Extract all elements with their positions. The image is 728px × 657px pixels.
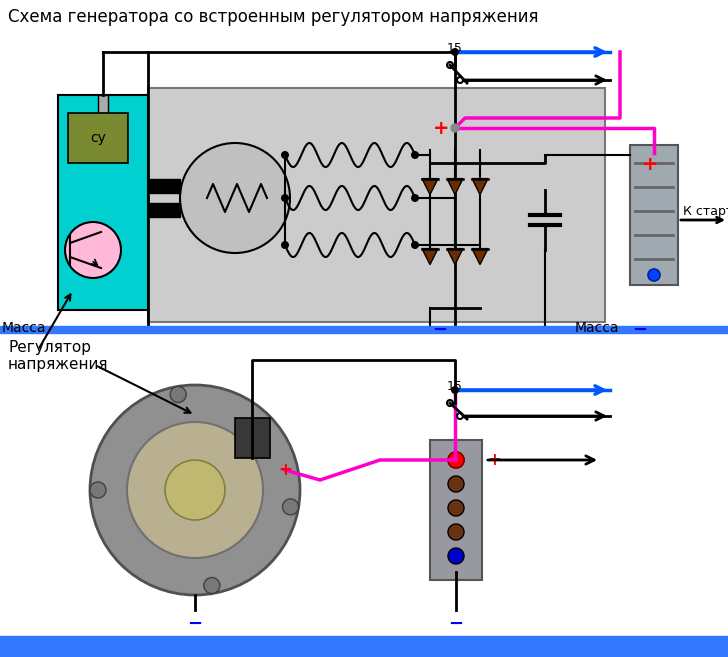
Text: +: +	[432, 118, 449, 137]
Text: +: +	[487, 451, 501, 469]
Circle shape	[90, 482, 106, 498]
Circle shape	[448, 452, 464, 468]
Circle shape	[281, 241, 289, 249]
Circle shape	[457, 413, 463, 419]
Circle shape	[411, 151, 419, 159]
Circle shape	[170, 386, 186, 403]
Text: су: су	[90, 131, 106, 145]
Circle shape	[180, 143, 290, 253]
Text: −: −	[432, 321, 448, 339]
Text: К стартеру: К стартеру	[683, 205, 728, 218]
Circle shape	[282, 499, 298, 515]
Text: Регулятор
напряжения: Регулятор напряжения	[8, 340, 108, 373]
Text: −: −	[448, 615, 464, 633]
Bar	[68, 113, 128, 163]
Circle shape	[448, 524, 464, 540]
Circle shape	[451, 48, 459, 56]
Text: Схема генератора со встроенным регулятором напряжения: Схема генератора со встроенным регулятор…	[8, 8, 539, 26]
Polygon shape	[472, 248, 488, 265]
Circle shape	[447, 400, 453, 406]
Circle shape	[281, 151, 289, 159]
Polygon shape	[472, 179, 488, 194]
Circle shape	[447, 62, 453, 68]
Bar	[98, 95, 108, 113]
Circle shape	[448, 548, 464, 564]
Polygon shape	[422, 179, 438, 194]
Text: −: −	[632, 321, 647, 339]
Bar	[148, 88, 605, 322]
Circle shape	[457, 77, 463, 83]
Circle shape	[448, 476, 464, 492]
Circle shape	[65, 222, 121, 278]
Polygon shape	[422, 248, 438, 265]
Circle shape	[411, 194, 419, 202]
Text: 15: 15	[447, 42, 463, 55]
Bar	[0, 645, 728, 657]
Circle shape	[411, 241, 419, 249]
Circle shape	[281, 194, 289, 202]
Bar	[58, 95, 148, 310]
Circle shape	[451, 124, 459, 132]
Bar	[630, 145, 678, 285]
Polygon shape	[447, 248, 463, 265]
Text: +: +	[278, 461, 292, 479]
Text: Масса: Масса	[2, 321, 47, 335]
Bar	[0, 636, 728, 648]
Circle shape	[648, 269, 660, 281]
Circle shape	[448, 500, 464, 516]
Circle shape	[204, 578, 220, 593]
Bar	[0, 326, 728, 333]
Circle shape	[451, 386, 459, 394]
Circle shape	[165, 460, 225, 520]
Circle shape	[127, 422, 263, 558]
Text: 15: 15	[447, 380, 463, 393]
Bar	[235, 418, 270, 458]
Bar	[148, 203, 180, 217]
Polygon shape	[447, 179, 463, 194]
Circle shape	[90, 385, 300, 595]
Text: +: +	[642, 155, 659, 174]
Bar	[148, 179, 180, 193]
Bar	[430, 440, 482, 580]
Text: Масса: Масса	[575, 321, 620, 335]
Circle shape	[448, 452, 464, 468]
Text: −: −	[187, 615, 202, 633]
